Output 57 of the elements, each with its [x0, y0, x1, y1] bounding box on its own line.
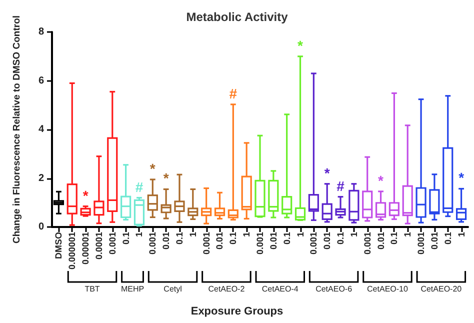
x-tick-label: 0.1	[120, 232, 131, 245]
chart-title: Metabolic Activity	[186, 10, 288, 24]
text: *	[324, 164, 330, 181]
x-tick-label: 0.1	[336, 232, 346, 245]
text: #	[229, 85, 238, 102]
text: TBT	[84, 284, 100, 294]
x-tick-label: 0.001	[416, 232, 426, 255]
x-tick-label: 0.001	[107, 232, 118, 255]
text: CetAEO-4	[262, 284, 299, 294]
x-axis-title: Exposure Groups	[190, 306, 284, 318]
x-tick-label: 0.01	[322, 232, 332, 250]
text: MEHP	[120, 284, 144, 294]
x-tick-label: 1	[188, 232, 198, 238]
x-tick-label: 0.1	[228, 232, 238, 245]
text: CetAEO-2	[208, 284, 246, 294]
x-tick-label: 0.001	[255, 232, 265, 255]
text: *	[82, 187, 88, 204]
x-tick-label: 0.1	[282, 232, 292, 245]
text: *	[378, 172, 384, 188]
x-tick-label: 0.001	[201, 232, 212, 255]
x-tick-label: 0.1	[442, 232, 453, 245]
x-tick-label: 0.0001	[94, 232, 104, 260]
x-tick-label: 1	[242, 232, 252, 238]
x-tick-label: 0.001	[308, 232, 319, 255]
x-tick-label: 0.01	[214, 232, 225, 250]
x-tick-label: 0.01	[429, 232, 440, 250]
text: Cetyl	[164, 284, 182, 294]
x-tick-label: 0.00001	[80, 232, 91, 265]
x-tick-label: 1	[134, 232, 144, 238]
text: *	[298, 37, 303, 54]
text: *	[150, 160, 156, 176]
y-tick-label: 4	[38, 124, 44, 135]
x-tick-label: 0.01	[161, 232, 172, 250]
text: #	[135, 178, 144, 195]
x-tick-label: DMSO	[54, 232, 64, 259]
x-tick-label: 1	[402, 232, 413, 238]
x-tick-label: 1	[348, 232, 359, 238]
x-tick-label: 0.1	[389, 232, 400, 245]
x-tick-label: 0.1	[174, 232, 184, 245]
y-tick-label: 6	[38, 75, 44, 86]
y-tick-label: 0	[38, 222, 44, 232]
x-tick-label: 1	[295, 232, 306, 238]
x-tick-label: 0.01	[268, 232, 278, 250]
x-tick-label: 0.000001	[67, 232, 78, 270]
y-tick-label: 2	[38, 172, 44, 184]
y-tick-label: 8	[38, 26, 44, 38]
x-tick-label: 0.001	[362, 232, 372, 255]
text: #	[336, 178, 344, 194]
x-tick-label: 0.01	[376, 232, 386, 250]
x-tick-label: 0.001	[148, 232, 158, 255]
text: CetAEO-10	[367, 284, 408, 294]
text: *	[458, 170, 464, 186]
x-tick-label: 1	[456, 232, 466, 238]
text: CetAEO-20	[420, 284, 462, 294]
y-axis-title: Change in Fluorescence Relative to DMSO Control	[12, 15, 22, 244]
text: CetAEO-6	[316, 284, 353, 294]
text: *	[163, 170, 169, 186]
